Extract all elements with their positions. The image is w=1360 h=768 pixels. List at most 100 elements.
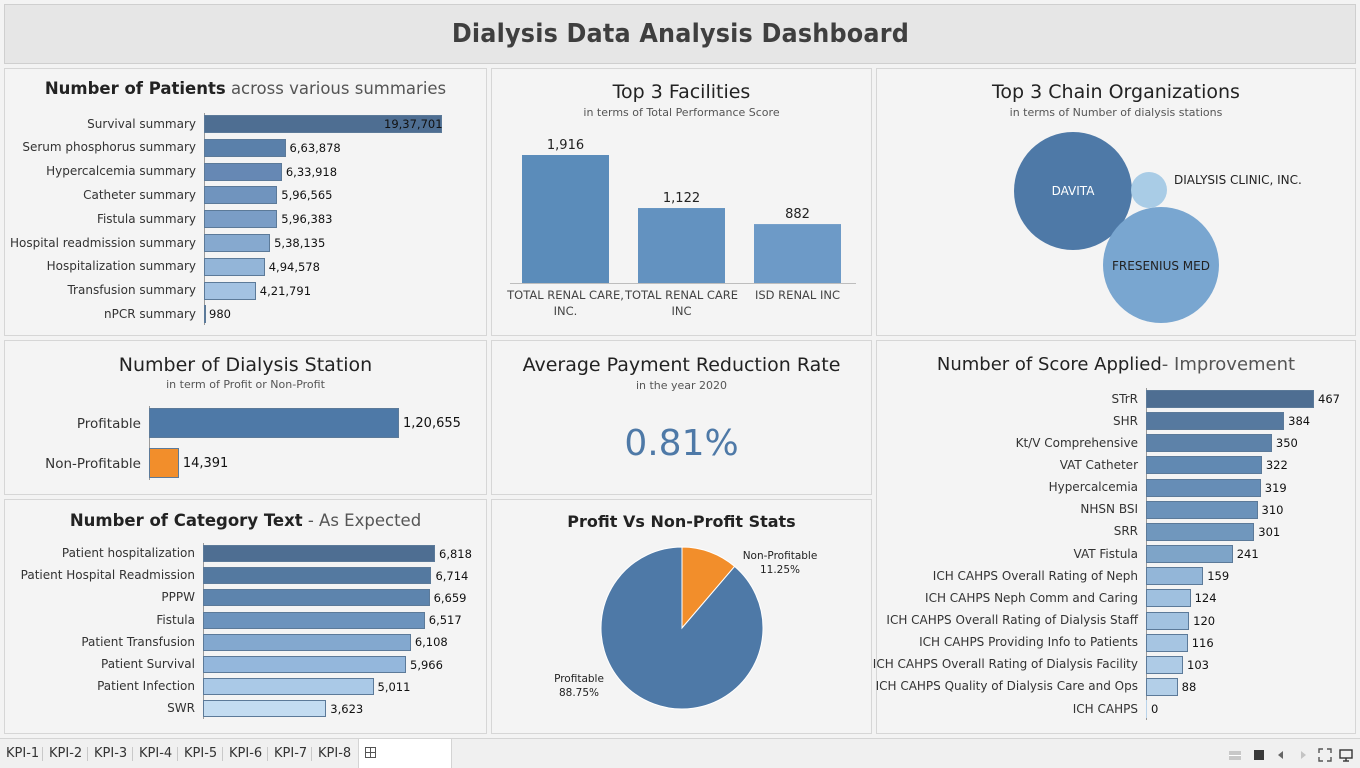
tab-kpi-2[interactable]: KPI-2 [43, 739, 88, 768]
presentation-mode-icon[interactable] [1339, 748, 1353, 762]
filmstrip-view-icon[interactable] [1252, 748, 1266, 762]
bar[interactable] [204, 186, 278, 205]
dashboard-icon [365, 746, 381, 761]
bar[interactable] [1146, 478, 1261, 497]
tab-label: KPI-3 [94, 746, 128, 761]
bar[interactable] [1146, 500, 1258, 519]
bar[interactable] [1146, 412, 1285, 431]
bar[interactable] [204, 281, 256, 300]
bar[interactable] [754, 224, 841, 283]
bar[interactable] [1146, 589, 1191, 608]
bar-value-label: 384 [1288, 414, 1311, 429]
tab-kpi-8[interactable]: KPI-8 [312, 739, 357, 768]
tab-dashboard[interactable]: Dashboard [358, 739, 452, 768]
bar-value-label: 1,916 [547, 138, 584, 153]
tab-kpi-6[interactable]: KPI-6 [223, 739, 268, 768]
bar[interactable] [203, 611, 425, 629]
bubble-label-fresenius: FRESENIUS MED [1112, 259, 1210, 273]
dashboard-title: Dialysis Data Analysis Dashboard [451, 19, 909, 49]
bar[interactable] [522, 155, 609, 283]
tab-separator [222, 747, 223, 761]
bar-category-label: ICH CAHPS Providing Info to Patients [919, 635, 1138, 650]
bar-category-label: Survival summary [87, 116, 196, 131]
bar-value-label: 5,38,135 [274, 236, 326, 250]
bar-value-label: 980 [209, 307, 231, 322]
x-tick-label: ISD RENAL INC [755, 288, 840, 302]
bar-value-label: 350 [1275, 436, 1298, 451]
bar-category-label: Non-Profitable [45, 455, 141, 472]
bar[interactable] [149, 408, 399, 438]
bubble-fresenius [1103, 207, 1219, 323]
bar[interactable] [1146, 390, 1314, 408]
stations-title: Number of Dialysis Station [118, 354, 373, 376]
bar-category-label: Patient Transfusion [81, 634, 195, 649]
bar-category-label: SRR [1113, 524, 1138, 539]
payment-rate-value: 0.81% [624, 423, 739, 464]
bar-category-label: Hospitalization summary [46, 259, 196, 274]
fullscreen-icon[interactable] [1318, 748, 1332, 762]
bar[interactable] [1146, 456, 1262, 475]
bar[interactable] [203, 700, 327, 718]
bar[interactable] [204, 257, 265, 276]
bar[interactable] [204, 234, 271, 252]
bar[interactable] [204, 115, 442, 133]
bar-value-label: 6,517 [428, 613, 462, 628]
bar-category-label: SHR [1113, 413, 1138, 428]
bar[interactable] [1146, 545, 1233, 564]
bar-category-label: Patient Hospital Readmission [20, 568, 195, 583]
bar[interactable] [204, 162, 282, 181]
bar-category-label: Patient Survival [101, 657, 195, 671]
x-tick-label: TOTAL RENAL CARE [624, 288, 738, 302]
bar[interactable] [203, 678, 374, 696]
bar[interactable] [1146, 611, 1190, 630]
bar[interactable] [1146, 677, 1178, 696]
bar-value-label: 5,011 [377, 679, 411, 694]
tab-separator [177, 747, 178, 761]
tab-kpi-1[interactable]: KPI-1 [0, 739, 45, 768]
bubble-dialysis-clinic [1131, 172, 1167, 208]
tab-kpi-5[interactable]: KPI-5 [178, 739, 223, 768]
bar-category-label: SWR [167, 701, 195, 716]
bar[interactable] [203, 656, 406, 673]
chains-title: Top 3 Chain Organizations [992, 81, 1240, 103]
pie-slice[interactable] [600, 546, 764, 710]
bar[interactable] [1146, 567, 1204, 586]
next-sheet-icon[interactable] [1296, 748, 1310, 762]
bar[interactable] [638, 208, 725, 283]
grid-view-icon[interactable] [1228, 748, 1242, 762]
bar[interactable] [203, 633, 411, 651]
bar[interactable] [203, 567, 432, 585]
bar-category-label: ICH CAHPS Overall Rating of Neph [932, 568, 1138, 583]
bar[interactable] [204, 210, 278, 229]
bar[interactable] [203, 589, 430, 607]
bar-category-label: Hospital readmission summary [9, 235, 196, 250]
patients-title-rest: across various summaries [225, 79, 447, 98]
bar[interactable] [1146, 434, 1272, 453]
bar[interactable] [149, 448, 179, 478]
bar[interactable] [203, 545, 435, 562]
tab-label: KPI-4 [139, 746, 173, 761]
bar-value-label: 124 [1194, 591, 1217, 606]
bar-value-label: 301 [1258, 524, 1281, 539]
bar-category-label: ICH CAHPS Quality of Dialysis Care and O… [875, 679, 1138, 694]
category-title-rest: - As Expected [302, 511, 422, 530]
tab-kpi-7[interactable]: KPI-7 [268, 739, 313, 768]
previous-sheet-icon[interactable] [1274, 748, 1288, 762]
bar-value-label: 88 [1181, 679, 1197, 694]
bar-value-label: 19,37,701 [384, 117, 443, 131]
tab-kpi-3[interactable]: KPI-3 [88, 739, 133, 768]
bar[interactable] [204, 138, 286, 157]
bar[interactable] [1146, 633, 1188, 652]
tab-label: KPI-7 [274, 746, 308, 761]
tab-kpi-4[interactable]: KPI-4 [133, 739, 178, 768]
bar[interactable] [204, 305, 206, 324]
patients-title: Number of Patients across various summar… [5, 79, 486, 98]
bar-category-label: Hypercalcemia summary [46, 164, 196, 179]
bar[interactable] [1146, 522, 1255, 541]
tab-separator [42, 747, 43, 761]
bar[interactable] [1146, 700, 1147, 719]
bar-value-label: 467 [1318, 392, 1340, 406]
bar-category-label: ICH CAHPS Neph Comm and Caring [925, 590, 1138, 605]
bar-category-label: nPCR summary [104, 306, 196, 321]
bar[interactable] [1146, 655, 1184, 674]
